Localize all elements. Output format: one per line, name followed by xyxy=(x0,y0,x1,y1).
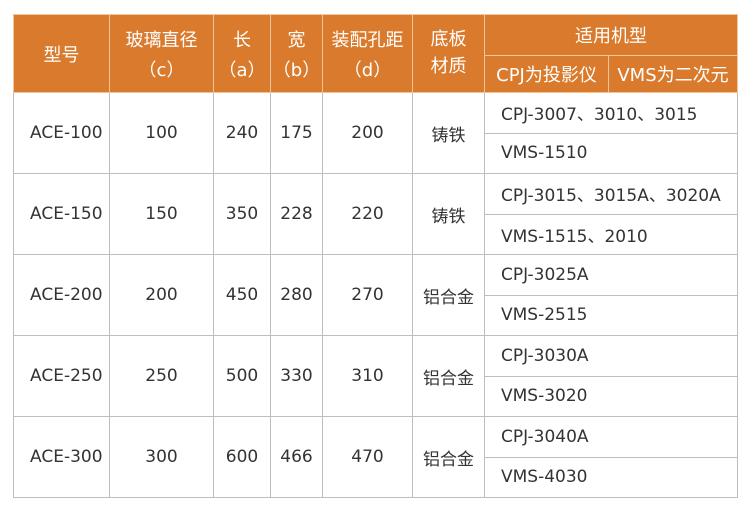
cell-glass-diameter: 300 xyxy=(109,416,214,498)
cell-hole-spacing: 470 xyxy=(322,416,413,498)
cell-width: 466 xyxy=(270,416,323,498)
cell-material: 铝合金 xyxy=(412,335,485,417)
header-applicable-models: 适用机型 xyxy=(484,14,738,56)
table-row: VMS-3020 xyxy=(14,375,738,417)
cell-material: 铸铁 xyxy=(412,92,485,174)
cell-hole-spacing: 200 xyxy=(322,92,413,174)
cell-vms-models: VMS-2515 xyxy=(484,294,738,336)
cell-width: 330 xyxy=(270,335,323,417)
table-row: VMS-1510 xyxy=(14,132,738,174)
cell-material: 铸铁 xyxy=(412,173,485,255)
header-hole-spacing: 装配孔距 （d） xyxy=(322,14,413,93)
cell-vms-models: VMS-3020 xyxy=(484,375,738,417)
cell-glass-diameter: 250 xyxy=(109,335,214,417)
cell-length: 350 xyxy=(213,173,271,255)
cell-hole-spacing: 270 xyxy=(322,254,413,336)
cell-width: 280 xyxy=(270,254,323,336)
cell-model: ACE-100 xyxy=(13,92,110,174)
header-model: 型号 xyxy=(13,14,110,93)
header-vms: VMS为二次元 xyxy=(608,55,738,93)
cell-cpj-models: CPJ-3030A xyxy=(484,335,738,377)
cell-model: ACE-150 xyxy=(13,173,110,255)
cell-model: ACE-250 xyxy=(13,335,110,417)
header-width: 宽（b） xyxy=(270,14,323,93)
cell-width: 175 xyxy=(270,92,323,174)
table-row: ACE-100 100 240 175 200 铸铁 CPJ-3007、3010… xyxy=(13,92,738,174)
table-row: ACE-300 300 600 466 470 铝合金 CPJ-3040A xyxy=(13,416,738,498)
cell-cpj-models: CPJ-3040A xyxy=(484,416,738,458)
spec-table: 型号 玻璃直径 （c） 长（a） 宽（b） 装配孔距 （d） 底板 材质 适用机型 … xyxy=(13,14,738,498)
table-row: ACE-250 250 500 330 310 铝合金 CPJ-3030A xyxy=(13,335,738,417)
cell-hole-spacing: 220 xyxy=(322,173,413,255)
cell-glass-diameter: 150 xyxy=(109,173,214,255)
header-glass-diameter: 玻璃直径 （c） xyxy=(109,14,214,93)
table-row: ACE-200 200 450 280 270 铝合金 CPJ-3025A xyxy=(13,254,738,336)
cell-vms-models: VMS-1510 xyxy=(484,132,738,174)
table-row: VMS-1515、2010 xyxy=(14,213,738,255)
table-row: VMS-4030 xyxy=(14,456,738,498)
cell-cpj-models: CPJ-3025A xyxy=(484,254,738,296)
cell-vms-models: VMS-4030 xyxy=(484,456,738,498)
cell-length: 600 xyxy=(213,416,271,498)
cell-glass-diameter: 200 xyxy=(109,254,214,336)
cell-material: 铝合金 xyxy=(412,416,485,498)
cell-vms-models: VMS-1515、2010 xyxy=(484,213,738,255)
cell-length: 450 xyxy=(213,254,271,336)
header-cpj: CPJ为投影仪 xyxy=(484,55,609,93)
header-base-material: 底板 材质 xyxy=(412,14,485,93)
cell-model: ACE-300 xyxy=(13,416,110,498)
cell-cpj-models: CPJ-3015、3015A、3020A xyxy=(484,173,738,215)
cell-material: 铝合金 xyxy=(412,254,485,336)
cell-length: 500 xyxy=(213,335,271,417)
cell-hole-spacing: 310 xyxy=(322,335,413,417)
header-length: 长（a） xyxy=(213,14,271,93)
cell-cpj-models: CPJ-3007、3010、3015 xyxy=(484,92,738,134)
table-row: ACE-150 150 350 228 220 铸铁 CPJ-3015、3015… xyxy=(13,173,738,255)
cell-model: ACE-200 xyxy=(13,254,110,336)
cell-length: 240 xyxy=(213,92,271,174)
cell-width: 228 xyxy=(270,173,323,255)
cell-glass-diameter: 100 xyxy=(109,92,214,174)
